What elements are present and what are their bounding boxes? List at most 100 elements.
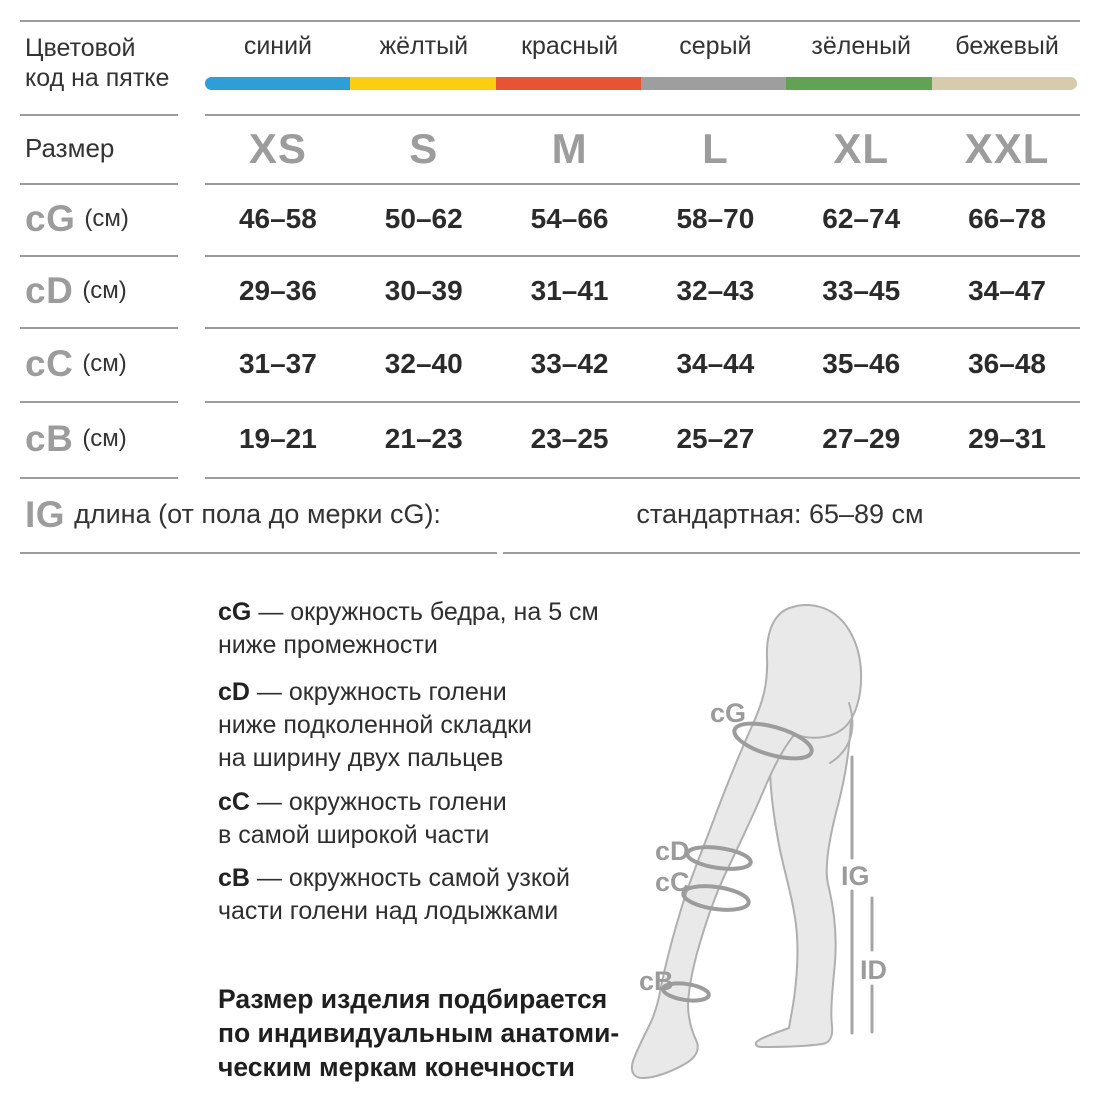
length-row-code: IG: [25, 493, 66, 535]
length-row-label: IG длина (от пола до мерки cG):: [25, 477, 441, 552]
value-cell: 25–27: [676, 423, 755, 454]
row-values-cC: 31–37 32–40 33–42 34–44 35–46 36–48: [205, 327, 1080, 401]
definition-code-cB: cB: [218, 864, 250, 892]
row-label-cB: cB (см): [25, 401, 127, 477]
size-s: S: [409, 124, 439, 172]
back-leg-hip-shape: [630, 604, 863, 1079]
value-cell: 32–43: [676, 275, 755, 306]
ring-cG: [732, 721, 814, 761]
rule: [20, 401, 178, 403]
size-xxl: XXL: [964, 124, 1050, 172]
bar-segment-green: [786, 77, 932, 90]
size-row-label-text: Размер: [25, 133, 115, 163]
diagram-label-cC: cC: [655, 867, 690, 897]
value-cell: 31–37: [238, 348, 317, 379]
value-cell: 31–41: [530, 275, 609, 306]
color-name-gray: серый: [679, 31, 752, 60]
row-label-cG: cG (см): [25, 183, 129, 255]
definition-code-cG: cG: [218, 598, 252, 626]
bar-segment-gray: [640, 77, 787, 90]
size-xl: XL: [833, 124, 890, 172]
value-cell: 35–46: [822, 348, 901, 379]
ring-cC: [681, 884, 751, 912]
rule: [205, 114, 1080, 116]
row-unit-cG: (см): [84, 205, 129, 232]
rule: [20, 114, 178, 116]
row-values-cD: 29–36 30–39 31–41 32–43 33–45 34–47: [205, 255, 1080, 327]
value-cell: 27–29: [822, 423, 901, 454]
rule-top: [20, 20, 1080, 22]
color-name-beige: бежевый: [955, 31, 1059, 60]
definition-code-cD: cD: [218, 678, 250, 706]
size-xs: XS: [248, 124, 307, 172]
value-cell: 34–44: [676, 348, 755, 379]
definition-cG: cG — окружность бедра, на 5 см ниже пром…: [218, 596, 678, 662]
diagram-label-IG: IG: [841, 861, 870, 891]
color-code-label: Цветовой код на пятке: [25, 33, 169, 93]
definition-cB: cB — окружность самой узкой части голени…: [218, 862, 678, 928]
row-code-cG: cG: [25, 198, 76, 239]
value-cell: 54–66: [530, 203, 609, 234]
diagram-label-ID: ID: [860, 955, 887, 985]
value-cell: 29–36: [238, 275, 317, 306]
row-code-cD: cD: [25, 270, 74, 311]
selection-note: Размер изделия подбирается по индивидуал…: [218, 984, 620, 1082]
size-row-label: Размер: [25, 114, 114, 183]
value-cell: 66–78: [968, 203, 1046, 234]
value-cell: 46–58: [238, 203, 317, 234]
bar-segment-red: [495, 77, 641, 90]
row-code-cC: cC: [25, 343, 74, 384]
row-unit-cB: (см): [82, 425, 127, 452]
rule: [205, 401, 1080, 403]
row-unit-cD: (см): [82, 277, 127, 304]
value-cell: 21–23: [384, 423, 463, 454]
rule: [205, 477, 1080, 479]
color-name-yellow: жёлтый: [379, 31, 469, 60]
rule: [205, 327, 1080, 329]
rule-bottom-left: [20, 552, 497, 554]
value-cell: 33–42: [530, 348, 609, 379]
row-unit-cC: (см): [82, 350, 127, 377]
length-row-value: стандартная: 65–89 см: [636, 499, 924, 529]
size-header-row: XS S M L XL XXL: [205, 114, 1080, 183]
color-code-bar: [205, 77, 1077, 90]
definition-text-cD: — окружность голени ниже подколенной скл…: [218, 678, 533, 772]
definition-cC: cC — окружность голени в самой широкой ч…: [218, 786, 678, 852]
color-code-label-text: Цветовой код на пятке: [25, 34, 170, 92]
row-values-cG: 46–58 50–62 54–66 58–70 62–74 66–78: [205, 183, 1080, 255]
buttock-crease-line: [829, 702, 854, 764]
rule: [20, 477, 178, 479]
definition-text-cC: — окружность голени в самой широкой част…: [218, 788, 507, 849]
value-cell: 29–31: [968, 423, 1046, 454]
length-row-text: длина (от пола до мерки cG):: [74, 499, 441, 529]
value-cell: 62–74: [822, 203, 901, 234]
color-name-red: красный: [521, 31, 619, 60]
definition-cD: cD — окружность голени ниже подколенной …: [218, 676, 678, 775]
value-cell: 36–48: [968, 348, 1046, 379]
definition-text-cG: — окружность бедра, на 5 см ниже промежн…: [218, 598, 599, 659]
rule: [205, 255, 1080, 257]
bar-segment-blue: [205, 77, 351, 90]
value-cell: 19–21: [238, 423, 317, 454]
row-code-cB: cB: [25, 418, 74, 459]
value-cell: 32–40: [384, 348, 463, 379]
diagram-label-cD: cD: [655, 836, 690, 866]
bar-segment-yellow: [350, 77, 496, 90]
row-values-cB: 19–21 21–23 23–25 25–27 27–29 29–31: [205, 401, 1080, 477]
rule: [20, 183, 178, 185]
definition-code-cC: cC: [218, 788, 250, 816]
color-name-green: зёленый: [811, 31, 912, 60]
diagram-label-cG: cG: [710, 698, 747, 728]
ring-cD: [685, 845, 753, 871]
color-names-row: синий жёлтый красный серый зёленый бежев…: [205, 32, 1080, 60]
rule: [20, 255, 178, 257]
value-cell: 33–45: [822, 275, 901, 306]
leg-diagram: [630, 604, 874, 1079]
color-name-blue: синий: [243, 31, 313, 60]
ring-cB: [661, 981, 711, 1003]
rule: [20, 327, 178, 329]
size-l: L: [702, 124, 729, 172]
value-cell: 30–39: [384, 275, 463, 306]
value-cell: 58–70: [676, 203, 755, 234]
